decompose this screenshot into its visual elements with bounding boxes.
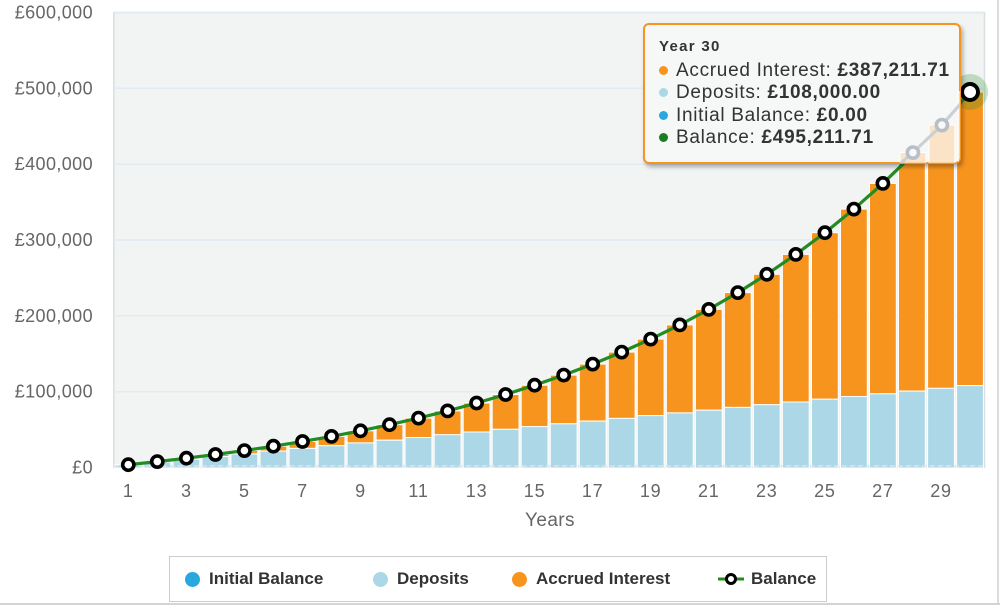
svg-text:Years: Years bbox=[525, 510, 575, 530]
svg-text:5: 5 bbox=[239, 481, 250, 501]
svg-text:15: 15 bbox=[524, 481, 546, 501]
svg-text:11: 11 bbox=[408, 481, 428, 501]
svg-text:£0: £0 bbox=[72, 458, 93, 478]
svg-text:£200,000: £200,000 bbox=[15, 306, 93, 326]
svg-text:27: 27 bbox=[872, 481, 894, 501]
svg-text:£100,000: £100,000 bbox=[15, 382, 93, 402]
svg-text:£500,000: £500,000 bbox=[15, 78, 93, 98]
svg-text:29: 29 bbox=[930, 481, 952, 501]
svg-text:23: 23 bbox=[756, 481, 778, 501]
svg-text:7: 7 bbox=[297, 481, 308, 501]
svg-text:1: 1 bbox=[123, 481, 134, 501]
svg-text:19: 19 bbox=[640, 481, 662, 501]
svg-text:£600,000: £600,000 bbox=[15, 3, 93, 23]
svg-text:£400,000: £400,000 bbox=[15, 154, 93, 174]
svg-text:13: 13 bbox=[466, 481, 488, 501]
svg-text:3: 3 bbox=[181, 481, 192, 501]
svg-text:£300,000: £300,000 bbox=[15, 230, 93, 250]
svg-text:9: 9 bbox=[355, 481, 366, 501]
svg-text:21: 21 bbox=[698, 481, 720, 501]
svg-text:25: 25 bbox=[814, 481, 836, 501]
svg-text:17: 17 bbox=[582, 481, 604, 501]
